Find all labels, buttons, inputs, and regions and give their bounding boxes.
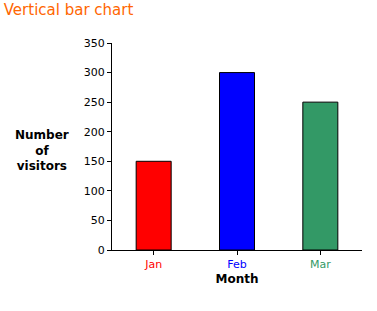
svg-text:250: 250 bbox=[84, 96, 105, 109]
svg-text:150: 150 bbox=[84, 155, 105, 168]
svg-text:Jan: Jan bbox=[144, 258, 162, 271]
svg-text:Feb: Feb bbox=[227, 258, 246, 271]
svg-text:50: 50 bbox=[91, 214, 105, 227]
svg-text:Numberofvisitors: Numberofvisitors bbox=[15, 128, 69, 173]
svg-text:100: 100 bbox=[84, 185, 105, 198]
svg-text:Month: Month bbox=[215, 272, 258, 286]
svg-text:Vertical bar chart: Vertical bar chart bbox=[4, 1, 134, 19]
svg-text:Mar: Mar bbox=[310, 258, 331, 271]
svg-text:0: 0 bbox=[98, 244, 105, 257]
svg-text:200: 200 bbox=[84, 126, 105, 139]
svg-text:300: 300 bbox=[84, 66, 105, 79]
svg-text:350: 350 bbox=[84, 37, 105, 50]
